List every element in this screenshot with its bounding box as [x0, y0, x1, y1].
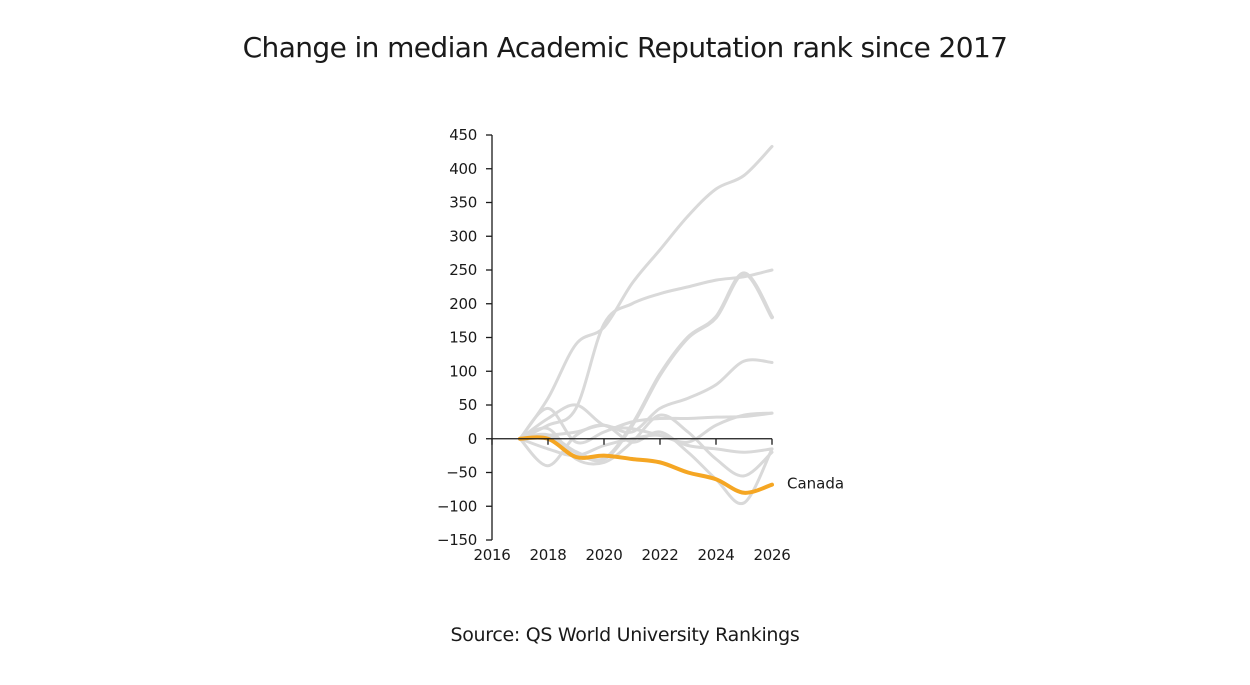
series-layer	[518, 144, 774, 506]
chart-title: Change in median Academic Reputation ran…	[242, 31, 1008, 64]
series-line-country-d	[518, 358, 774, 441]
y-tick-label: 450	[449, 126, 477, 144]
series-line-country-e	[518, 406, 774, 445]
y-tick-label: 400	[449, 160, 477, 178]
y-tick-label: 350	[449, 194, 477, 212]
x-tick-label: 2024	[698, 546, 735, 564]
series-line-country-b	[518, 268, 774, 441]
chart-source: Source: QS World University Rankings	[450, 624, 800, 646]
y-tick-label: 50	[459, 396, 478, 414]
y-tick-label: −150	[437, 531, 477, 549]
series-line-country-a	[518, 144, 774, 441]
labels: 450400350300250200150100500−50−100−15020…	[437, 126, 844, 564]
y-tick-label: −50	[446, 464, 477, 482]
y-tick-label: −100	[437, 497, 477, 515]
y-tick-label: 100	[449, 362, 477, 380]
series-line-country-f	[518, 403, 774, 444]
series-label-canada: Canada	[787, 475, 844, 493]
y-tick-label: 250	[449, 261, 477, 279]
series-line-country-g	[518, 413, 774, 478]
x-tick-label: 2020	[586, 546, 623, 564]
x-tick-label: 2026	[754, 546, 791, 564]
y-tick-label: 200	[449, 295, 477, 313]
series-line-country-i	[518, 433, 774, 458]
axes	[486, 134, 773, 541]
y-tick-label: 150	[449, 329, 477, 347]
y-tick-label: 300	[449, 227, 477, 245]
y-tick-label: 0	[468, 430, 477, 448]
x-tick-label: 2022	[642, 546, 679, 564]
series-line-canada	[518, 435, 774, 495]
x-tick-label: 2016	[474, 546, 511, 564]
x-tick-label: 2018	[530, 546, 567, 564]
